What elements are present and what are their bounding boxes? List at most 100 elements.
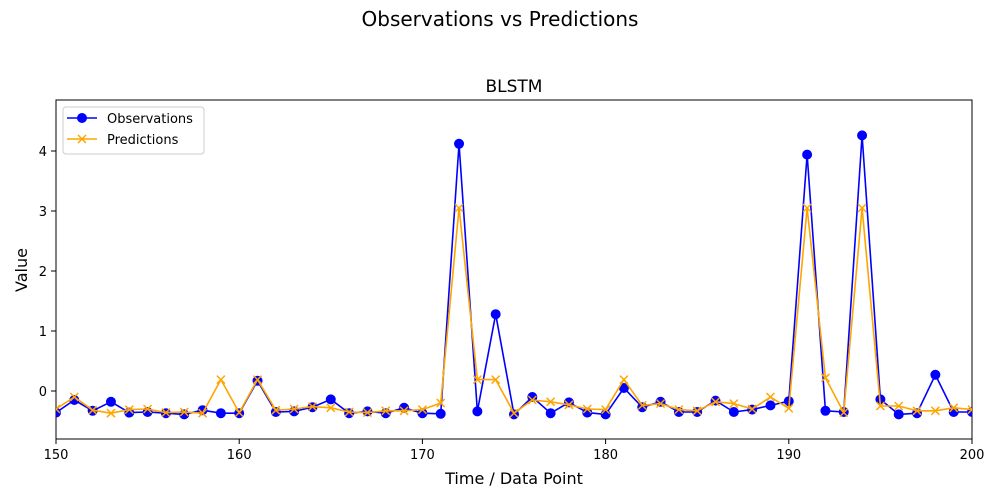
observation-point [435,408,446,419]
prediction-point [69,392,79,402]
series-group [56,130,972,420]
observation-point [490,309,501,320]
prediction-point [729,399,739,409]
prediction-point [582,404,592,414]
series-predictions [56,203,972,418]
y-tick-label: 2 [39,265,47,280]
legend-item-observations: Observations [67,112,193,127]
prediction-point [216,375,226,385]
prediction-point [894,401,904,411]
prediction-point [546,397,556,407]
prediction-point [839,408,849,418]
x-tick-label: 160 [227,448,252,463]
prediction-point [252,375,263,385]
observation-point [344,408,355,419]
prediction-point [234,408,244,418]
legend-marker [77,134,87,144]
prediction-point [179,407,189,417]
observation-point [454,138,465,149]
y-axis-label: Value [12,248,31,292]
prediction-point [454,203,464,213]
prediction-point [289,404,299,414]
prediction-point [619,375,629,385]
x-tick-label: 200 [960,448,985,463]
legend-label: Predictions [107,133,179,148]
prediction-point [124,405,134,415]
legend-item-predictions: Predictions [67,133,179,148]
prediction-point [362,408,372,418]
series-line-predictions [56,207,972,415]
observation-point [802,149,813,160]
prediction-point [802,203,812,213]
prediction-point [692,406,702,416]
observation-point [765,400,776,411]
y-tick-label: 4 [39,145,47,160]
prediction-point [637,400,647,410]
prediction-point [307,402,318,412]
prediction-point [912,406,922,416]
series-observations [56,130,972,420]
prediction-point [436,398,446,408]
prediction-point [747,404,757,414]
prediction-point [106,408,116,418]
prediction-point [198,408,208,418]
observation-point [857,130,868,141]
y-tick-label: 0 [39,385,47,400]
observation-point [728,407,739,417]
plot-area: 150 160 170 180 190 200 0 1 2 3 4 [39,99,985,463]
prediction-point [930,406,940,416]
prediction-point [88,405,98,415]
prediction-point [857,203,867,213]
prediction-point [527,395,537,405]
observation-point [527,392,538,402]
prediction-point [710,397,721,407]
legend-box [62,106,205,155]
prediction-point [674,405,684,415]
prediction-point [765,392,776,402]
y-tick-label: 3 [39,205,47,220]
prediction-point [417,405,427,415]
x-tick-label: 170 [410,448,435,463]
x-tick-label: 150 [44,448,69,463]
prediction-point [820,373,830,383]
figure-suptitle: Observations vs Predictions [362,7,639,31]
legend: Observations Predictions [62,106,205,155]
prediction-point [949,403,959,413]
observation-point [600,409,611,420]
prediction-point [381,406,391,416]
observation-point [105,396,116,407]
legend-marker [77,113,87,123]
axes-frame [55,99,973,440]
prediction-point [656,399,666,409]
observation-point [215,408,226,419]
prediction-point [784,403,794,413]
prediction-point [344,407,354,417]
observation-point [930,369,941,380]
x-axis-label: Time / Data Point [444,469,583,488]
prediction-point [399,406,409,416]
prediction-point [564,400,574,410]
prediction-point [509,408,519,418]
observation-point [545,408,556,419]
observation-point [325,394,336,405]
chart-title: BLSTM [486,77,543,97]
series-line-observations [56,134,972,416]
legend-label: Observations [107,112,193,127]
observation-point [820,405,831,416]
prediction-point [143,404,153,414]
prediction-point [326,403,336,413]
prediction-point [56,404,61,414]
x-tick-label: 190 [776,448,801,463]
x-tick-label: 180 [593,448,618,463]
prediction-point [161,408,171,418]
prediction-point [472,375,482,385]
prediction-point [875,401,885,411]
x-axis-ticks: 150 160 170 180 190 200 [44,439,985,463]
prediction-point [271,405,281,415]
observation-point [362,406,373,417]
y-tick-label: 1 [39,325,47,340]
prediction-point [967,405,972,415]
y-axis-ticks: 0 1 2 3 4 [39,145,56,400]
prediction-point [491,375,501,385]
